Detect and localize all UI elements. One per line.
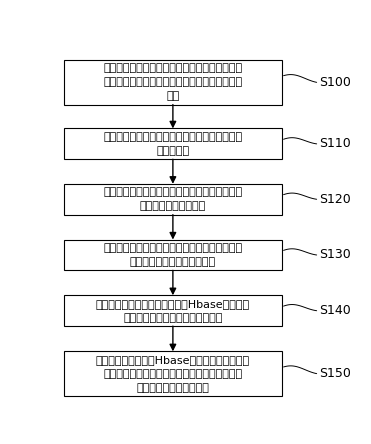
Text: S100: S100	[319, 76, 351, 89]
Text: S150: S150	[319, 367, 351, 380]
Text: S130: S130	[319, 249, 351, 262]
Text: 基于流计算服务，在消息队列中构建设备上报消
息的数据流: 基于流计算服务，在消息队列中构建设备上报消 息的数据流	[104, 132, 243, 156]
Text: 根据缓存中的设备活跃数据，对Hbase中的设备
活跃数据进行新增、修改或不处理: 根据缓存中的设备活跃数据，对Hbase中的设备 活跃数据进行新增、修改或不处理	[96, 299, 250, 323]
Text: S120: S120	[319, 193, 351, 206]
FancyBboxPatch shape	[64, 184, 282, 214]
Text: 根据消息类型，对数据流进行清洗，获得仅包含
设备活跃数据的数据流: 根据消息类型，对数据流进行清洗，获得仅包含 设备活跃数据的数据流	[104, 187, 243, 211]
Text: S110: S110	[319, 137, 351, 151]
FancyBboxPatch shape	[64, 295, 282, 326]
FancyBboxPatch shape	[64, 128, 282, 159]
Text: S140: S140	[319, 304, 351, 317]
Text: 获取设备上报消息，并将设备上报消息推送至分
布式的消息队列；其中，设备上报消息包括消息
类型: 获取设备上报消息，并将设备上报消息推送至分 布式的消息队列；其中，设备上报消息包…	[104, 63, 243, 101]
Text: 根据完成清洗后的数据流，对缓存中的设备活跃
数据进行新增、修改或不处理: 根据完成清洗后的数据流，对缓存中的设备活跃 数据进行新增、修改或不处理	[104, 243, 243, 267]
FancyBboxPatch shape	[64, 240, 282, 270]
FancyBboxPatch shape	[64, 60, 282, 105]
FancyBboxPatch shape	[64, 351, 282, 396]
Text: 基于批处理服务，对Hbase中的设备活跃数据进
行批量处理，获得活跃基础统计数据，并将活跃
基础统计数据存入数据库: 基于批处理服务，对Hbase中的设备活跃数据进 行批量处理，获得活跃基础统计数据…	[96, 355, 250, 392]
